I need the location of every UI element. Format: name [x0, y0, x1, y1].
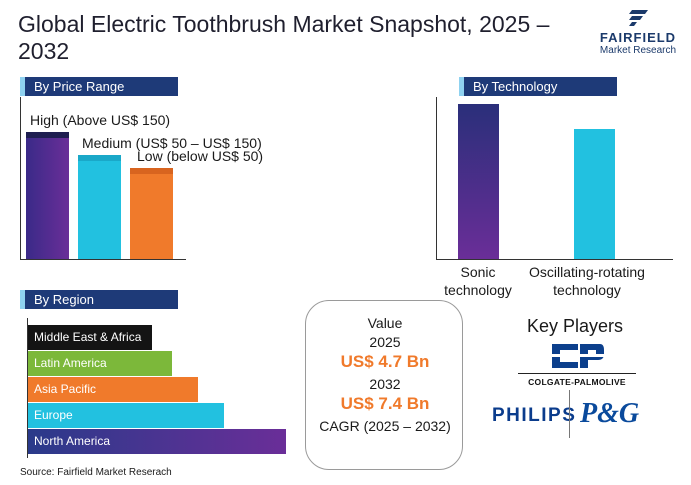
price-bar-label-0: High (Above US$ 150): [30, 112, 171, 128]
logo-subtitle: Market Research: [599, 45, 677, 56]
source-note: Source: Fairfield Market Reserach: [20, 467, 172, 478]
price-bar-1: [78, 160, 121, 259]
region-bar-3: Europe: [28, 403, 225, 428]
market-value-box: Value 2025 US$ 4.7 Bn 2032 US$ 7.4 Bn CA…: [305, 300, 463, 470]
price-bar-cap-2: [130, 168, 173, 175]
region-header-label: By Region: [34, 292, 94, 307]
fairfield-logo: FAIRFIELD Market Research: [590, 8, 686, 58]
region-bar-1: Latin America: [28, 351, 173, 376]
region-bar-4: North America: [28, 429, 286, 454]
price-bar-cap-1: [78, 154, 121, 161]
page-title: Global Electric Toothbrush Market Snapsh…: [18, 11, 550, 64]
value-label: Value: [367, 315, 403, 331]
philips-logo: PHILIPS: [492, 405, 577, 426]
price-range-header-label: By Price Range: [34, 79, 125, 94]
pg-logo: P&G: [580, 398, 640, 429]
price-bar-0: [26, 138, 69, 259]
price-bar-label-2: Low (below US$ 50): [137, 148, 264, 165]
value-end: US$ 7.4 Bn: [340, 394, 430, 413]
colgate-divider: [518, 373, 636, 374]
region-bar-0: Middle East & Africa: [28, 325, 152, 350]
technology-y-axis: [436, 97, 437, 259]
technology-bar-0: [458, 104, 499, 259]
key-players-title: Key Players: [526, 316, 624, 336]
price-bar-2: [130, 174, 173, 259]
colgate-palmolive-logo: COLGATE-PALMOLIVE: [528, 377, 626, 387]
price-range-x-axis: [20, 259, 186, 260]
colgate-logo-icon: [548, 344, 606, 368]
price-bar-label-1: Medium (US$ 50 – US$ 150): [82, 134, 262, 151]
technology-bar-label-1: Oscillating-rotating technology: [507, 263, 667, 299]
logo-divider: [569, 390, 570, 438]
logo-name: FAIRFIELD: [599, 30, 677, 45]
year-start: 2025: [369, 334, 401, 350]
technology-bar-label-0: Sonic technology: [398, 263, 558, 299]
technology-bar-label-line: technology: [444, 282, 512, 298]
technology-bar-1: [574, 128, 615, 259]
technology-x-axis: [436, 259, 673, 260]
region-bar-2: Asia Pacific: [28, 377, 199, 402]
year-end: 2032: [369, 376, 401, 392]
price-range-y-axis: [20, 97, 21, 259]
price-bar-cap-0: [26, 132, 69, 138]
technology-header-label: By Technology: [473, 79, 558, 94]
value-start: US$ 4.7 Bn: [340, 352, 430, 371]
technology-bar-label-line: technology: [553, 282, 621, 298]
technology-bar-label-line: Oscillating-rotating: [529, 264, 645, 280]
technology-header: By Technology: [459, 77, 617, 96]
fairfield-logo-icon: [629, 10, 648, 26]
cagr-label: CAGR (2025 – 2032): [319, 418, 451, 434]
price-range-header: By Price Range: [20, 77, 178, 96]
technology-bar-label-line: Sonic: [460, 264, 496, 280]
region-y-axis: [27, 318, 28, 458]
region-header: By Region: [20, 290, 178, 309]
